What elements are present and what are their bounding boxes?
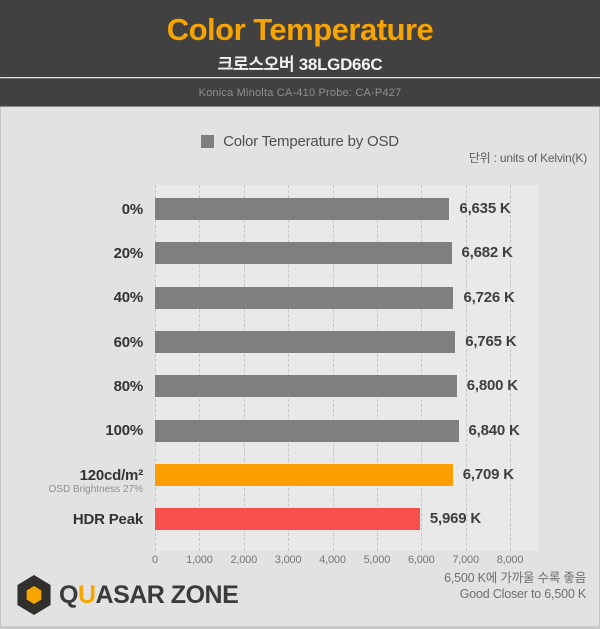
legend-label: Color Temperature by OSD (223, 132, 399, 150)
chart-legend: Color Temperature by OSD (0, 132, 600, 150)
x-tick-label: 8,000 (496, 554, 524, 566)
plot-gridlines (155, 185, 511, 551)
probe-info-bar: Konica Minolta CA-410 Probe: CA-P427 (0, 78, 600, 107)
gridline (510, 185, 511, 551)
legend-swatch-icon (201, 134, 215, 148)
bar (155, 508, 420, 531)
bar-value-label: 6,800 K (466, 377, 518, 395)
category-label: 100% (105, 422, 143, 440)
bar-value-label: 5,969 K (429, 510, 481, 528)
x-tick-label: 3,000 (274, 554, 302, 566)
bar (155, 419, 459, 442)
category-label: 120cd/m² (79, 466, 144, 484)
x-tick-label: 5,000 (363, 554, 391, 566)
units-note: 단위 : units of Kelvin(K) (468, 151, 587, 165)
footer-note-english: Good Closer to 6,500 K (459, 586, 586, 601)
gridline (332, 185, 334, 551)
bar-value-label: 6,709 K (462, 466, 514, 484)
bar (155, 198, 450, 220)
category-label: HDR Peak (72, 510, 143, 528)
category-label: 20% (113, 244, 144, 262)
bar-row: 6,709 K (155, 464, 600, 487)
x-tick-label: 1,000 (186, 554, 213, 566)
page-title: Color Temperature (166, 12, 434, 47)
category-label: 40% (113, 289, 144, 307)
brand-logo: QUASAR ZONE (16, 575, 239, 615)
category-label: 0% (121, 200, 143, 218)
bar-value-label: 6,765 K (465, 333, 517, 351)
bar (155, 331, 456, 354)
quasarzone-hexagon-icon (17, 575, 51, 615)
bar-value-label: 6,635 K (459, 200, 511, 217)
bar-row: 6,840 K (155, 419, 600, 442)
header: Color Temperature 크로스오버 38LGD66C (0, 0, 600, 77)
category-row: 120cd/m² OSD Brightness 27% (0, 464, 144, 496)
page-subtitle: 크로스오버 38LGD66C (217, 55, 383, 74)
x-axis: 0 1,000 2,000 3,000 4,000 5,000 6,000 7,000 8,00… (0, 554, 600, 568)
gridline (288, 185, 290, 551)
gridline (376, 185, 378, 551)
gridline (155, 185, 156, 551)
category-row: 80% (0, 375, 144, 397)
bottom-edge-strip (0, 626, 600, 629)
footer-note-korean: 6,500 K에 가까울 수록 좋음 (444, 571, 586, 585)
bar-row: 6,682 K (155, 242, 600, 265)
bar-row: 6,726 K (155, 286, 600, 309)
category-sub-label: OSD Brightness 27% (48, 484, 144, 496)
bar-row: 6,765 K (155, 331, 600, 354)
x-tick-label: 7,000 (452, 554, 479, 566)
x-tick-label: 6,000 (407, 554, 435, 566)
gridline (465, 185, 467, 551)
brand-wordmark: QUASAR ZONE (59, 580, 239, 609)
bar-row: 6,635 K (155, 198, 600, 220)
gridline (199, 185, 201, 551)
category-row: 40% (0, 287, 144, 309)
bar-value-label: 6,840 K (468, 421, 520, 439)
bar (155, 375, 457, 398)
x-tick-label: 0 (152, 554, 158, 566)
gridline (243, 185, 245, 551)
bar (155, 286, 454, 309)
bar-row: 6,800 K (155, 375, 600, 398)
bar-row: 5,969 K (155, 508, 600, 531)
x-tick-label: 4,000 (319, 554, 346, 566)
x-tick-label: 2,000 (230, 554, 258, 566)
bars-layer: 6,635 K 6,682 K 6,726 K 6,765 K 6,800 K 6,840… (155, 185, 600, 551)
category-row: 0% (0, 198, 143, 220)
category-label: 80% (113, 377, 144, 395)
bar (155, 464, 453, 487)
bar-value-label: 6,726 K (463, 288, 515, 306)
bar (155, 242, 452, 265)
probe-info-text: Konica Minolta CA-410 Probe: CA-P427 (198, 86, 402, 99)
category-row: 60% (0, 331, 144, 353)
gridline (421, 185, 423, 551)
footer-note: 6,500 K에 가까울 수록 좋음 Good Closer to 6,500 … (444, 571, 586, 602)
category-label: 60% (113, 333, 144, 351)
category-row: 100% (0, 420, 143, 442)
category-row: 20% (0, 242, 144, 264)
bar-value-label: 6,682 K (461, 244, 513, 262)
category-row: HDR Peak (0, 508, 143, 530)
category-labels-layer: 0% 20% 40% 60% 80% 100% 120cd/m² OSD Brightness… (0, 185, 144, 551)
